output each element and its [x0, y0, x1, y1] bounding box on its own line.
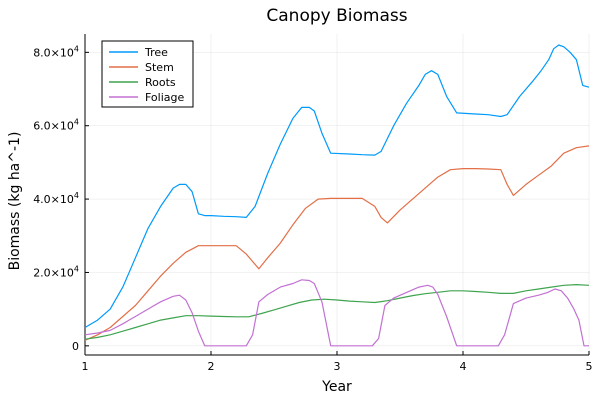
- series-lines: [84, 44, 590, 347]
- series-line-stem: [84, 145, 590, 341]
- y-tick-label: 2.0×104: [33, 264, 79, 279]
- x-tick-label: 2: [208, 360, 215, 373]
- x-tick-label: 3: [334, 360, 341, 373]
- series-line-foliage: [84, 279, 589, 347]
- legend-label-tree: Tree: [144, 46, 168, 59]
- series-line-roots: [84, 284, 590, 340]
- y-tick-label: 8.0×104: [33, 44, 79, 59]
- x-axis-label: Year: [321, 379, 352, 395]
- legend-label-foliage: Foliage: [145, 91, 185, 104]
- y-tick-label: 6.0×104: [33, 118, 79, 133]
- chart-title: Canopy Biomass: [266, 6, 407, 26]
- x-tick-label: 4: [460, 360, 467, 373]
- x-tick-label: 1: [82, 360, 89, 373]
- series-line-tree: [84, 44, 590, 329]
- y-axis-ticks: 0 2.0×104 4.0×104 6.0×104 8.0×104: [33, 44, 89, 353]
- legend-label-stem: Stem: [145, 61, 174, 74]
- y-axis-label: Biomass (kg ha^-1): [7, 132, 23, 271]
- x-tick-label: 5: [586, 360, 593, 373]
- legend-label-roots: Roots: [145, 76, 176, 89]
- y-tick-label: 4.0×104: [33, 191, 79, 206]
- legend: Tree Stem Roots Foliage: [101, 40, 194, 108]
- y-tick-label: 0: [72, 340, 79, 353]
- x-axis-ticks: 1 2 3 4 5: [82, 351, 593, 373]
